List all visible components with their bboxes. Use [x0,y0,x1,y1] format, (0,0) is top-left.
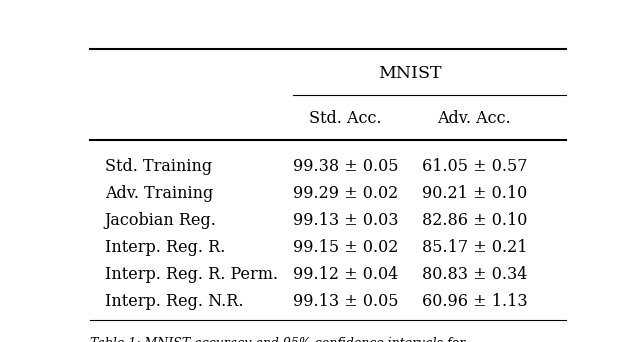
Text: 99.12 ± 0.04: 99.12 ± 0.04 [292,266,398,283]
Text: 82.86 ± 0.10: 82.86 ± 0.10 [422,212,527,229]
Text: Interp. Reg. N.R.: Interp. Reg. N.R. [105,293,243,310]
Text: 99.13 ± 0.03: 99.13 ± 0.03 [292,212,398,229]
Text: 80.83 ± 0.34: 80.83 ± 0.34 [422,266,527,283]
Text: 60.96 ± 1.13: 60.96 ± 1.13 [422,293,527,310]
Text: 61.05 ± 0.57: 61.05 ± 0.57 [422,158,527,175]
Text: 85.17 ± 0.21: 85.17 ± 0.21 [422,239,527,256]
Text: 90.21 ± 0.10: 90.21 ± 0.10 [422,185,527,202]
Text: Std. Training: Std. Training [105,158,212,175]
Text: Adv. Training: Adv. Training [105,185,213,202]
Text: Interp. Reg. R. Perm.: Interp. Reg. R. Perm. [105,266,278,283]
Text: Table 1: MNIST accuracy and 95% confidence intervals for: Table 1: MNIST accuracy and 95% confiden… [90,337,465,342]
Text: 99.15 ± 0.02: 99.15 ± 0.02 [292,239,398,256]
Text: Interp. Reg. R.: Interp. Reg. R. [105,239,225,256]
Text: Std. Acc.: Std. Acc. [309,110,381,127]
Text: 99.29 ± 0.02: 99.29 ± 0.02 [292,185,398,202]
Text: 99.38 ± 0.05: 99.38 ± 0.05 [292,158,398,175]
Text: MNIST: MNIST [378,65,442,82]
Text: 99.13 ± 0.05: 99.13 ± 0.05 [292,293,398,310]
Text: Jacobian Reg.: Jacobian Reg. [105,212,217,229]
Text: Adv. Acc.: Adv. Acc. [438,110,511,127]
